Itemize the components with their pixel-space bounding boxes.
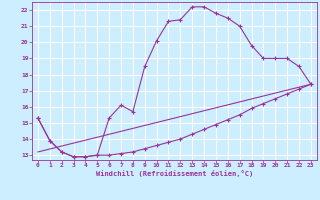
X-axis label: Windchill (Refroidissement éolien,°C): Windchill (Refroidissement éolien,°C) [96, 170, 253, 177]
